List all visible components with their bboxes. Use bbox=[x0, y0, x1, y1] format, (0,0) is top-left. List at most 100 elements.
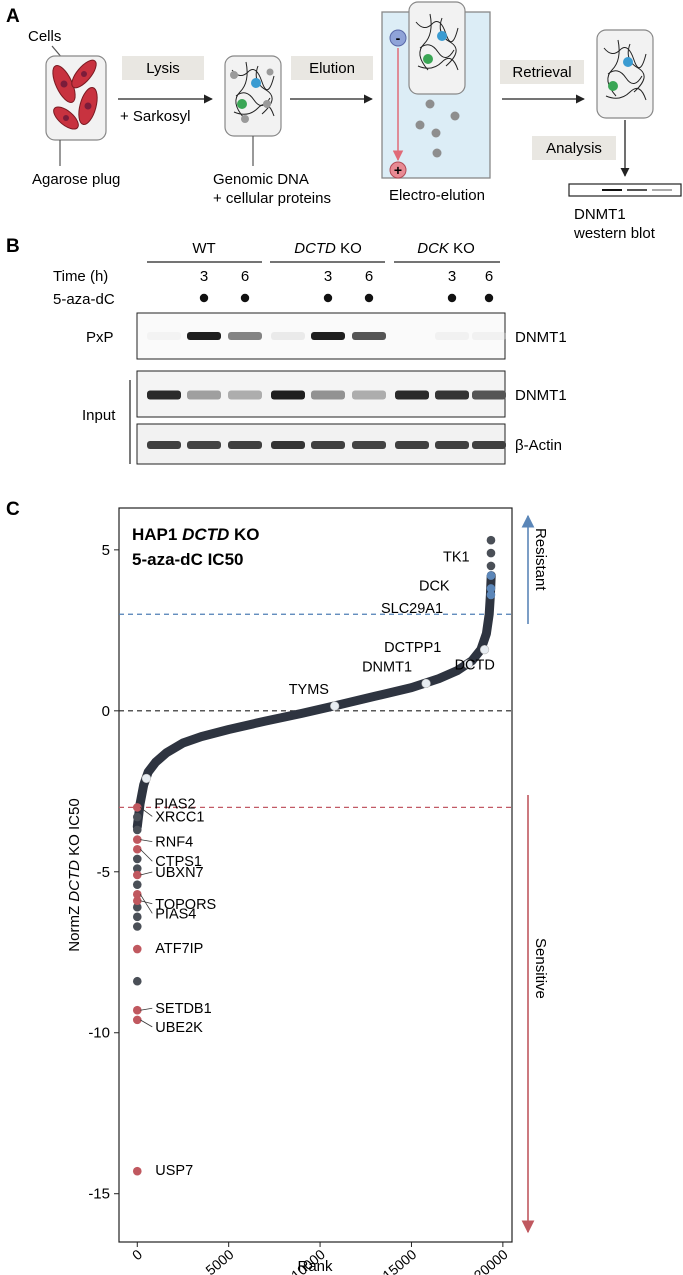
pxp-band bbox=[311, 332, 345, 340]
analysis-box bbox=[532, 136, 616, 160]
genomic-dna-plug bbox=[224, 55, 282, 137]
data-point bbox=[132, 812, 142, 822]
group-label-wt: WT bbox=[192, 240, 215, 257]
actin-label: β-Actin bbox=[515, 437, 562, 454]
gene-point-usp7 bbox=[132, 1166, 142, 1176]
gene-label-dctd: DCTD bbox=[455, 658, 495, 674]
blot-bands bbox=[147, 332, 506, 449]
cells-label: Cells bbox=[28, 28, 61, 45]
elution-label: Elution bbox=[309, 60, 355, 77]
y-tick-label: -10 bbox=[88, 1025, 110, 1042]
eluted-plug bbox=[408, 1, 466, 95]
resistant-label: Resistant bbox=[532, 528, 549, 591]
time-value: 3 bbox=[448, 268, 456, 285]
input-dnmt1-band bbox=[311, 390, 345, 400]
gene-point-dctd bbox=[479, 645, 490, 655]
actin-band bbox=[271, 441, 305, 449]
x-tick-label: 15000 bbox=[379, 1246, 419, 1275]
data-point bbox=[132, 912, 142, 922]
pxp-band bbox=[435, 332, 469, 340]
gene-label-ubxn7: UBXN7 bbox=[155, 865, 203, 881]
gene-point-dnmt1 bbox=[421, 678, 431, 689]
cathode-icon bbox=[389, 29, 407, 47]
anode-icon bbox=[389, 161, 407, 179]
pxp-band bbox=[228, 332, 262, 340]
gene-label-slc29a1: SLC29A1 bbox=[381, 601, 443, 617]
plot-threshold-lines bbox=[119, 613, 512, 808]
gene-label-usp7: USP7 bbox=[155, 1163, 193, 1179]
pxp-dnmt1-label: DNMT1 bbox=[515, 329, 567, 346]
input-dnmt1-band bbox=[147, 390, 181, 400]
plus-sign: + bbox=[394, 162, 402, 178]
minus-sign: - bbox=[396, 30, 401, 46]
y-tick-label: -5 bbox=[97, 864, 110, 881]
gene-label-tyms: TYMS bbox=[289, 682, 329, 698]
gene-point-rnf4 bbox=[132, 835, 142, 844]
treatment-dot bbox=[199, 293, 209, 303]
western-label-1: DNMT1 bbox=[574, 206, 626, 223]
y-tick-label: 0 bbox=[102, 703, 110, 720]
electro-elution-label: Electro-elution bbox=[389, 187, 485, 204]
panel-a-letter: A bbox=[6, 6, 20, 27]
panel-b-letter: B bbox=[6, 236, 20, 257]
eluted-dna-strands bbox=[415, 13, 459, 71]
x-tick-label: 20000 bbox=[471, 1246, 511, 1275]
actin-band bbox=[228, 441, 262, 449]
gene-labels: TK1 DCK SLC29A1 DCTPP1 DCTD DNMT1 TYMS PIAS2XRC… bbox=[139, 550, 495, 1179]
data-point bbox=[132, 880, 142, 889]
data-point bbox=[486, 561, 496, 571]
gene-label-tk1: TK1 bbox=[443, 550, 470, 566]
gene-point-ctps1 bbox=[132, 844, 142, 854]
gene-point-dctpp1 bbox=[463, 659, 473, 669]
label-leader-line bbox=[139, 848, 153, 862]
plot-axes: 50-5-10-150 5000 10000 15000 20000 bbox=[88, 542, 511, 1275]
time-value: 6 bbox=[485, 268, 493, 285]
sensitive-label: Sensitive bbox=[532, 938, 549, 999]
western-label-2: western blot bbox=[573, 225, 656, 242]
input-dnmt1-band bbox=[352, 390, 386, 400]
panel-c: C TK1 DCK SLC29A1 DCTPP1 DCTD DNMT1 TYMS PIAS2X… bbox=[6, 499, 549, 1275]
group-label-dck-ko: DCK KO bbox=[417, 240, 475, 257]
panel-a: A Cells Agarose plug Lysis + Sarkosyl bbox=[6, 1, 682, 242]
label-leader-line bbox=[140, 900, 153, 905]
plot-title-line2: 5-aza-dC IC50 bbox=[132, 550, 243, 569]
gene-point-ubxn7 bbox=[132, 870, 142, 880]
time-label: Time (h) bbox=[53, 268, 108, 285]
input-label: Input bbox=[82, 407, 116, 424]
plot-curve bbox=[132, 571, 496, 832]
gene-label-dck: DCK bbox=[419, 578, 450, 594]
x-tick-label: 0 bbox=[129, 1246, 145, 1263]
gene-point-pias2 bbox=[141, 773, 152, 784]
treatment-dot bbox=[364, 293, 374, 303]
gene-label-ube2k: UBE2K bbox=[155, 1020, 203, 1036]
input-dnmt1-label: DNMT1 bbox=[515, 387, 567, 404]
retrieved-dna-strands bbox=[603, 39, 647, 101]
y-tick-label: 5 bbox=[102, 542, 110, 559]
label-leader-line bbox=[140, 1007, 153, 1011]
label-leader-line bbox=[140, 839, 153, 842]
sarkosyl-label: + Sarkosyl bbox=[120, 108, 190, 125]
treatment-dot bbox=[323, 293, 333, 303]
gene-point-xrcc1 bbox=[132, 803, 142, 812]
x-tick-label: 5000 bbox=[202, 1246, 236, 1275]
input-dnmt1-band bbox=[187, 390, 221, 400]
treatment-dot bbox=[240, 293, 250, 303]
gene-label-xrcc1: XRCC1 bbox=[155, 809, 204, 825]
data-point bbox=[132, 854, 142, 864]
treatment-dot bbox=[447, 293, 457, 303]
data-point bbox=[132, 825, 142, 835]
lane-headers: 3 6 3 6 3 6 bbox=[199, 268, 494, 303]
lysis-box bbox=[122, 56, 204, 80]
analysis-label: Analysis bbox=[546, 140, 602, 157]
gene-point-topors bbox=[132, 896, 142, 906]
gene-point-pias4 bbox=[132, 890, 142, 899]
gene-label-setdb1: SETDB1 bbox=[155, 1001, 211, 1017]
input-dnmt1-band bbox=[472, 390, 506, 400]
gene-label-pias2: PIAS2 bbox=[154, 796, 195, 812]
western-strip bbox=[568, 183, 682, 197]
input-dnmt1-band bbox=[228, 390, 262, 400]
y-axis-label: NormZ DCTD KO IC50 bbox=[66, 798, 83, 951]
panel-b: B WT DCTD KO DCK KO Time (h) 5-aza-dC 3 6… bbox=[6, 236, 567, 465]
retrieval-label: Retrieval bbox=[512, 64, 571, 81]
label-leader-line bbox=[140, 1019, 153, 1028]
